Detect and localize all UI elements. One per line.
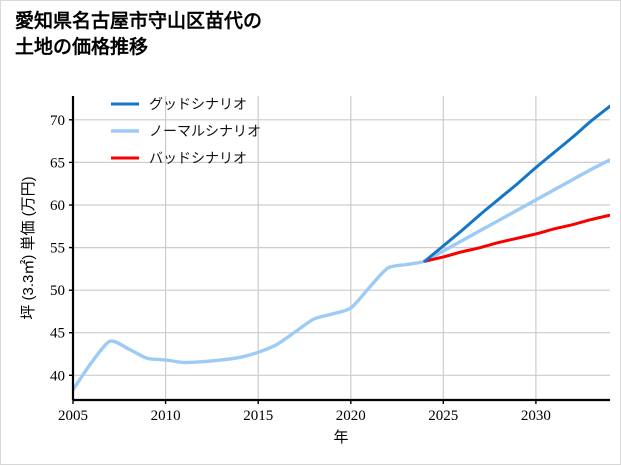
x-tick-label: 2005 bbox=[58, 408, 88, 424]
legend-label: ノーマルシナリオ bbox=[149, 123, 261, 139]
x-axis-title: 年 bbox=[333, 429, 348, 446]
y-tick-label: 45 bbox=[50, 326, 65, 342]
x-axis-tick-labels: 2005 2010 2015 2020 2025 2030 bbox=[58, 400, 551, 424]
y-axis-tick-labels: 40 45 50 55 60 65 70 bbox=[50, 113, 73, 384]
y-tick-label: 50 bbox=[50, 283, 65, 299]
data-series-group bbox=[73, 104, 610, 392]
x-tick-label: 2025 bbox=[428, 408, 458, 424]
axis-spines bbox=[71, 96, 610, 402]
y-axis-title: 坪 (3.3㎡) 単価 (万円) bbox=[20, 176, 37, 319]
legend-item-2[interactable]: バッドシナリオ bbox=[111, 150, 247, 166]
y-tick-label: 60 bbox=[50, 198, 65, 214]
gridlines bbox=[72, 96, 610, 400]
series-line-2 bbox=[423, 213, 610, 263]
legend-label: グッドシナリオ bbox=[149, 96, 247, 112]
y-tick-label: 65 bbox=[50, 155, 65, 171]
y-tick-label: 70 bbox=[50, 113, 65, 129]
x-tick-label: 2015 bbox=[243, 408, 273, 424]
series-line-0 bbox=[423, 104, 610, 263]
legend-item-0[interactable]: グッドシナリオ bbox=[111, 96, 247, 112]
page-title: 愛知県名古屋市守山区苗代の 土地の価格推移 bbox=[15, 11, 263, 58]
x-tick-label: 2020 bbox=[336, 408, 366, 424]
series-line-1 bbox=[73, 158, 610, 392]
legend-label: バッドシナリオ bbox=[149, 150, 247, 166]
x-tick-label: 2010 bbox=[151, 408, 181, 424]
legend-item-1[interactable]: ノーマルシナリオ bbox=[111, 123, 261, 139]
y-tick-label: 40 bbox=[50, 368, 65, 384]
y-tick-label: 55 bbox=[50, 241, 65, 257]
x-tick-label: 2030 bbox=[521, 408, 551, 424]
